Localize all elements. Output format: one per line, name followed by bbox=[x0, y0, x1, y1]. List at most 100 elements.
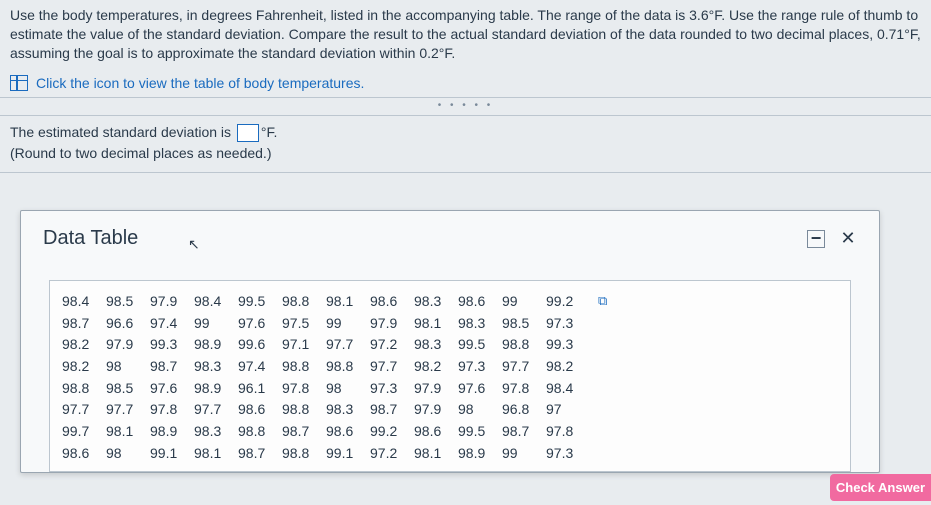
table-cell: 98.2 bbox=[414, 356, 458, 378]
table-row: 98.297.999.398.999.697.197.797.298.399.5… bbox=[62, 334, 838, 356]
table-cell: 98.2 bbox=[546, 356, 590, 378]
table-cell: 97.8 bbox=[282, 378, 326, 400]
table-cell: 98.7 bbox=[150, 356, 194, 378]
view-table-link[interactable]: Click the icon to view the table of body… bbox=[36, 75, 364, 91]
table-cell: 98.1 bbox=[414, 443, 458, 465]
collapse-dots[interactable]: • • • • • bbox=[0, 100, 931, 111]
table-cell: 98 bbox=[458, 399, 502, 421]
table-cell: 97.3 bbox=[546, 313, 590, 335]
table-cell: 98.4 bbox=[62, 291, 106, 313]
table-cell: 97.7 bbox=[106, 399, 150, 421]
table-icon[interactable] bbox=[10, 75, 28, 91]
table-cell: 98.8 bbox=[238, 421, 282, 443]
table-cell: 97.8 bbox=[546, 421, 590, 443]
table-cell: 98.1 bbox=[414, 313, 458, 335]
table-cell: 97.7 bbox=[370, 356, 414, 378]
table-cell: 99.6 bbox=[238, 334, 282, 356]
table-cell: 97.3 bbox=[546, 443, 590, 465]
table-cell: 99.1 bbox=[326, 443, 370, 465]
answer-hint: (Round to two decimal places as needed.) bbox=[10, 145, 271, 161]
table-cell: 98.6 bbox=[458, 291, 502, 313]
table-cell: 98.7 bbox=[370, 399, 414, 421]
table-cell: 98.6 bbox=[238, 399, 282, 421]
table-cell: 98.1 bbox=[326, 291, 370, 313]
table-cell: 97.8 bbox=[150, 399, 194, 421]
table-cell: 99 bbox=[194, 313, 238, 335]
table-cell: 99.1 bbox=[150, 443, 194, 465]
table-row: 98.498.597.998.499.598.898.198.698.398.6… bbox=[62, 291, 838, 313]
table-cell: 98.3 bbox=[194, 421, 238, 443]
modal-header: Data Table − ✕ bbox=[21, 211, 879, 254]
close-button[interactable]: ✕ bbox=[839, 230, 857, 248]
table-cell: 98.6 bbox=[370, 291, 414, 313]
table-cell: 98 bbox=[106, 443, 150, 465]
answer-prefix: The estimated standard deviation is bbox=[10, 124, 231, 140]
table-cell: 97.6 bbox=[150, 378, 194, 400]
table-cell: 97.7 bbox=[194, 399, 238, 421]
table-cell: 97.7 bbox=[62, 399, 106, 421]
table-cell: 98 bbox=[326, 378, 370, 400]
table-cell: 98.7 bbox=[502, 421, 546, 443]
table-cell: 97.3 bbox=[370, 378, 414, 400]
table-cell: 98.8 bbox=[282, 356, 326, 378]
table-cell: 98.9 bbox=[150, 421, 194, 443]
table-cell: 98.8 bbox=[282, 443, 326, 465]
table-cell: 98.3 bbox=[458, 313, 502, 335]
table-cell: 98 bbox=[106, 356, 150, 378]
table-cell: 99.7 bbox=[62, 421, 106, 443]
table-cell: 98.2 bbox=[62, 334, 106, 356]
table-cell: 98.1 bbox=[106, 421, 150, 443]
divider-top bbox=[0, 97, 931, 98]
table-cell: 97.4 bbox=[150, 313, 194, 335]
table-cell: 98.9 bbox=[194, 334, 238, 356]
table-cell: 99.5 bbox=[458, 421, 502, 443]
table-cell: 97 bbox=[546, 399, 590, 421]
table-cell: 98.6 bbox=[62, 443, 106, 465]
table-cell: 98.5 bbox=[106, 291, 150, 313]
minimize-button[interactable]: − bbox=[807, 230, 825, 248]
table-cell: 98.1 bbox=[194, 443, 238, 465]
data-table-modal: Data Table − ✕ 98.498.597.998.499.598.89… bbox=[20, 210, 880, 473]
table-cell: 99 bbox=[326, 313, 370, 335]
table-cell: 98.8 bbox=[502, 334, 546, 356]
table-cell: 98.5 bbox=[106, 378, 150, 400]
table-cell: 98.4 bbox=[194, 291, 238, 313]
table-cell: 98.5 bbox=[502, 313, 546, 335]
table-cell: 97.7 bbox=[326, 334, 370, 356]
table-cell: 97.6 bbox=[458, 378, 502, 400]
data-grid: 98.498.597.998.499.598.898.198.698.398.6… bbox=[49, 280, 851, 472]
table-cell: 97.9 bbox=[106, 334, 150, 356]
table-cell: 98.2 bbox=[62, 356, 106, 378]
table-link-row: Click the icon to view the table of body… bbox=[0, 67, 931, 97]
table-row: 98.69899.198.198.798.899.197.298.198.999… bbox=[62, 443, 838, 465]
table-cell: 99 bbox=[502, 291, 546, 313]
copy-icon[interactable]: ⧉ bbox=[598, 291, 607, 313]
check-answer-button[interactable]: Check Answer bbox=[830, 474, 931, 501]
table-cell: 98.9 bbox=[194, 378, 238, 400]
stddev-input[interactable] bbox=[237, 124, 259, 142]
table-cell: 99 bbox=[502, 443, 546, 465]
modal-title: Data Table bbox=[43, 227, 138, 250]
table-cell: 97.5 bbox=[282, 313, 326, 335]
table-cell: 99.3 bbox=[150, 334, 194, 356]
table-row: 97.797.797.897.798.698.898.398.797.99896… bbox=[62, 399, 838, 421]
table-cell: 97.2 bbox=[370, 334, 414, 356]
table-cell: 98.6 bbox=[326, 421, 370, 443]
answer-unit: °F. bbox=[261, 124, 278, 140]
table-cell: 98.8 bbox=[326, 356, 370, 378]
table-cell: 98.6 bbox=[414, 421, 458, 443]
table-cell: 98.8 bbox=[282, 399, 326, 421]
table-cell: 98.3 bbox=[414, 291, 458, 313]
table-cell: 99.2 bbox=[546, 291, 590, 313]
table-cell: 96.6 bbox=[106, 313, 150, 335]
table-cell: 98.3 bbox=[414, 334, 458, 356]
table-cell: 96.1 bbox=[238, 378, 282, 400]
table-cell: 97.9 bbox=[370, 313, 414, 335]
table-cell: 97.9 bbox=[414, 399, 458, 421]
table-cell: 98.7 bbox=[282, 421, 326, 443]
table-cell: 98.4 bbox=[546, 378, 590, 400]
table-cell: 98.8 bbox=[62, 378, 106, 400]
problem-statement: Use the body temperatures, in degrees Fa… bbox=[0, 0, 931, 67]
table-cell: 97.6 bbox=[238, 313, 282, 335]
table-cell: 99.3 bbox=[546, 334, 590, 356]
